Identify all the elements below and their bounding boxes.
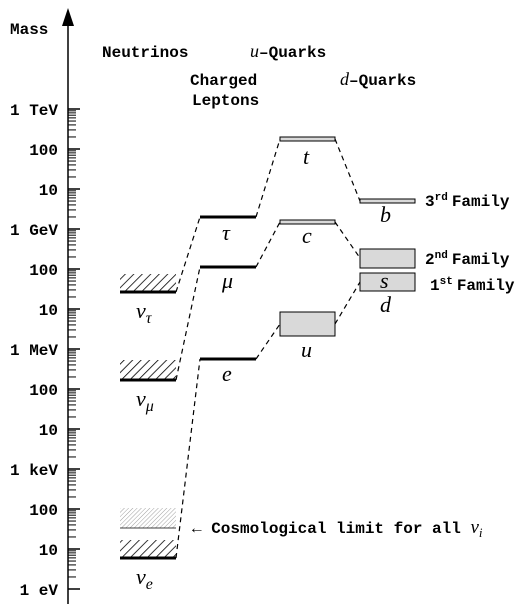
particle-label: νe [136, 564, 153, 593]
particle-label: s [380, 268, 389, 293]
particle-label: νμ [136, 386, 154, 415]
tick-label: 1 keV [10, 462, 58, 480]
axis-title: Mass [10, 21, 48, 39]
connectors [175, 138, 361, 559]
tick-label: 1 MeV [10, 342, 58, 360]
mass-range [359, 272, 416, 292]
tick-label: 100 [29, 502, 58, 520]
tick-label: 1 eV [20, 582, 59, 600]
dashed-line [175, 138, 361, 559]
tick-label: 100 [29, 382, 58, 400]
tick-label: 1 GeV [10, 222, 58, 240]
column-header: Charged [190, 72, 257, 90]
particle-label: e [222, 361, 232, 386]
column-header: Leptons [192, 92, 259, 110]
particle-label: c [302, 223, 312, 248]
particle-label: u [301, 337, 312, 362]
column-header: u–Quarks [250, 41, 326, 62]
mass-range [120, 360, 176, 380]
tick-label: 10 [39, 182, 58, 200]
column-header: Neutrinos [102, 44, 188, 62]
tick-label: 100 [29, 262, 58, 280]
particle-label: τ [222, 220, 231, 245]
tick-label: 10 [39, 302, 58, 320]
mass-range [120, 540, 176, 558]
tick-label: 1 TeV [10, 102, 58, 120]
mass-range [359, 198, 416, 204]
mass-range [279, 136, 336, 142]
particle-label: d [380, 292, 392, 317]
particle-label: μ [221, 268, 233, 293]
annotation: ← Cosmological limit for all νi [192, 517, 483, 540]
tick-label: 10 [39, 422, 58, 440]
particle-label: b [380, 202, 391, 227]
family-label: 1st Family [430, 276, 515, 295]
mass-range [279, 311, 336, 337]
family-label: 3rd Family [425, 192, 510, 211]
axis: Mass 1 TeV 100 10 1 GeV 100 10 1 MeV 100 10 1 keV… [10, 8, 80, 604]
particle-label: ντ [136, 298, 153, 327]
mass-range [120, 508, 176, 528]
family-label: 2nd Family [425, 250, 510, 269]
mass-range [359, 248, 416, 269]
mass-range [120, 274, 176, 292]
column-header: d–Quarks [340, 69, 416, 90]
mass-range [279, 219, 336, 225]
particle-label: t [303, 144, 310, 169]
tick-label: 10 [39, 542, 58, 560]
tick-label: 100 [29, 142, 58, 160]
axis-arrow [62, 8, 74, 26]
